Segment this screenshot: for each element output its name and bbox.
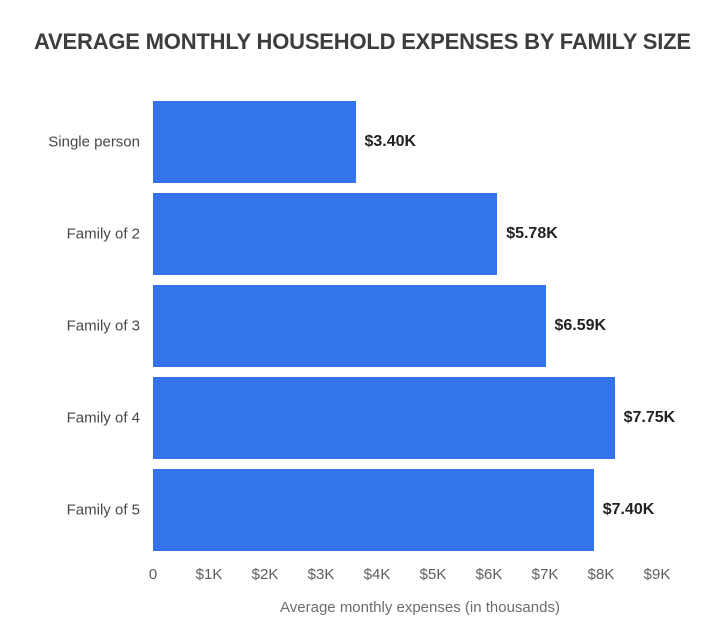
bar-row: Single person $3.40K — [0, 96, 720, 188]
bar — [153, 101, 356, 183]
bar — [153, 193, 498, 275]
bar-row: Family of 3 $6.59K — [0, 280, 720, 372]
value-label: $6.59K — [554, 317, 607, 334]
x-tick-label: $9K — [643, 566, 671, 583]
value-label: $7.75K — [623, 409, 676, 426]
x-tick-label: $1K — [195, 566, 223, 583]
x-tick-label: $2K — [251, 566, 279, 583]
category-label: Single person — [48, 133, 140, 151]
x-tick-label: $5K — [419, 566, 447, 583]
value-label: $3.40K — [364, 133, 417, 150]
bar-row: Family of 5 $7.40K — [0, 464, 720, 556]
value-label: $7.40K — [602, 501, 655, 518]
bar — [153, 285, 546, 367]
x-axis-ticks: 0 $1K $2K $3K $4K $5K $6K $7K $8K $9K — [0, 566, 720, 586]
chart-title: AVERAGE MONTHLY HOUSEHOLD EXPENSES BY FA… — [34, 29, 691, 54]
x-tick-label: $4K — [363, 566, 391, 583]
bar-row: Family of 4 $7.75K — [0, 372, 720, 464]
x-tick-label: 0 — [148, 566, 158, 583]
category-label: Family of 5 — [66, 501, 140, 519]
x-tick-label: $7K — [531, 566, 559, 583]
bar — [153, 469, 594, 551]
category-label: Family of 3 — [66, 317, 140, 335]
x-tick-label: $6K — [475, 566, 503, 583]
category-label: Family of 4 — [66, 409, 140, 427]
x-tick-label: $3K — [307, 566, 335, 583]
bar-rows: Single person $3.40K Family of 2 $5.78K Fami… — [0, 96, 720, 556]
value-label: $5.78K — [506, 225, 558, 242]
x-tick-label: $8K — [587, 566, 615, 583]
x-axis-label: Average monthly expenses (in thousands) — [280, 599, 560, 616]
category-label: Family of 2 — [66, 225, 140, 243]
bar — [153, 377, 615, 459]
bar-row: Family of 2 $5.78K — [0, 188, 720, 280]
